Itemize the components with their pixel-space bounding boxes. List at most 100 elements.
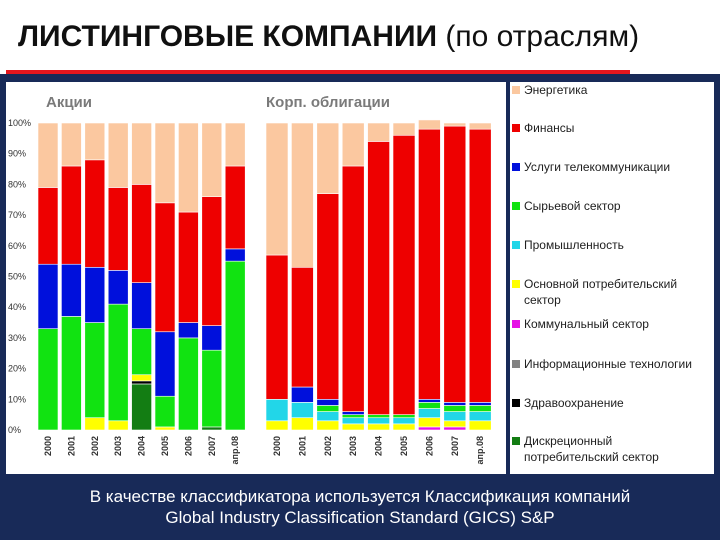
y-tick-label: 70% xyxy=(8,210,26,220)
bar-segment xyxy=(265,254,289,400)
y-tick-label: 60% xyxy=(8,241,26,251)
bar-segment xyxy=(316,411,340,422)
legend-swatch xyxy=(512,202,520,210)
bar-segment xyxy=(131,374,152,382)
bar-segment xyxy=(224,165,246,250)
x-tick-label: 2003 xyxy=(113,436,123,456)
x-tick-label: 2006 xyxy=(183,436,193,456)
bar-segment xyxy=(367,423,390,431)
bar-segment xyxy=(131,328,152,376)
bar-segment xyxy=(61,316,82,431)
bar-segment xyxy=(418,426,441,431)
legend-label: Основной потребительский сектор xyxy=(524,277,678,307)
x-tick-label: 2000 xyxy=(272,436,282,456)
bar-segment xyxy=(291,417,314,431)
bar-segment xyxy=(443,122,467,127)
bar-segment xyxy=(154,122,176,204)
x-tick-label: 2001 xyxy=(297,436,307,456)
x-tick-label: 2004 xyxy=(374,436,384,456)
bar-segment xyxy=(201,122,223,197)
bar-segment xyxy=(443,426,467,431)
bar-segment xyxy=(61,263,82,317)
y-tick-label: 80% xyxy=(8,179,26,189)
bar-segment xyxy=(291,402,314,419)
bar-segment xyxy=(61,165,82,265)
bar-segment xyxy=(443,411,467,422)
bar-segment xyxy=(178,211,199,323)
chart-panel-title: Корп. облигации xyxy=(266,94,390,111)
bar-segment xyxy=(418,417,441,428)
y-tick-label: 90% xyxy=(8,149,26,159)
bar-segment xyxy=(154,202,176,333)
bar-segment xyxy=(443,420,467,428)
y-tick-label: 0% xyxy=(8,425,21,435)
bar-segment xyxy=(178,122,199,213)
y-tick-label: 10% xyxy=(8,394,26,404)
bar-segment xyxy=(341,423,365,431)
x-tick-label: 2005 xyxy=(399,436,409,456)
bar-segment xyxy=(84,417,106,431)
bar-segment xyxy=(418,408,441,419)
chart-panel: 0% 10% 20% 30% 40% 50% 60% 70% 80% 90% 100% Акции 20… xyxy=(6,82,506,474)
bar-segment xyxy=(84,159,106,268)
bar-segment xyxy=(265,420,289,431)
slide-title: ЛИСТИНГОВЫЕ КОМПАНИИ (по отраслям) xyxy=(18,20,639,54)
x-tick-label: 2005 xyxy=(160,436,170,456)
x-tick-label: апр.08 xyxy=(475,436,485,464)
x-tick-label: 2003 xyxy=(348,436,358,456)
footnote: В качестве классификатора используется К… xyxy=(0,486,720,528)
bar-segment xyxy=(131,184,152,283)
bar-segment xyxy=(341,414,365,419)
bar-segment xyxy=(392,122,416,136)
y-tick-label: 100% xyxy=(8,118,31,128)
legend-swatch xyxy=(512,280,520,288)
bar-segment xyxy=(37,122,59,188)
bar-segment xyxy=(443,405,467,412)
legend-label: Коммунальный сектор xyxy=(524,317,649,331)
legend-label: Дискреционный потребительский сектор xyxy=(524,434,659,464)
bar-segment xyxy=(84,266,106,323)
bar-segment xyxy=(131,383,152,431)
bar-segment xyxy=(154,426,176,431)
legend-swatch xyxy=(512,399,520,407)
bar-segment xyxy=(341,411,365,415)
bar-segment xyxy=(316,122,340,194)
bar-segment xyxy=(367,414,390,419)
x-tick-label: 2006 xyxy=(424,436,434,456)
slide-title-bold: ЛИСТИНГОВЫЕ КОМПАНИИ xyxy=(18,20,438,53)
footnote-line-2: Global Industry Classification Standard … xyxy=(165,508,555,527)
bar-segment xyxy=(131,122,152,185)
x-tick-label: 2002 xyxy=(90,436,100,456)
legend-label: Сырьевой сектор xyxy=(524,199,621,213)
legend-label: Промышленность xyxy=(524,238,624,252)
legend-label: Энергетика xyxy=(524,83,588,97)
x-tick-label: апр.08 xyxy=(230,436,240,464)
x-tick-label: 2001 xyxy=(66,436,76,456)
bar-segment xyxy=(265,398,289,422)
bar-segment xyxy=(224,260,246,431)
bar-segment xyxy=(37,328,59,431)
title-bar: ЛИСТИНГОВЫЕ КОМПАНИИ (по отраслям) xyxy=(0,0,720,74)
bar-segment xyxy=(316,405,340,412)
legend-swatch xyxy=(512,320,520,328)
bar-segment xyxy=(107,270,129,305)
bar-segment xyxy=(84,122,106,161)
y-tick-label: 50% xyxy=(8,272,26,282)
bar-segment xyxy=(201,349,223,428)
bar-segment xyxy=(37,263,59,329)
bar-segment xyxy=(154,331,176,397)
bar-segment xyxy=(418,402,441,409)
bar-segment xyxy=(468,128,492,403)
x-tick-label: 2000 xyxy=(43,436,53,456)
bar-segment xyxy=(178,337,199,431)
stacked-bar-chart: 0% 10% 20% 30% 40% 50% 60% 70% 80% 90% 100% Акции 20… xyxy=(8,94,492,464)
bar-segment xyxy=(316,398,340,406)
bar-segment xyxy=(107,420,129,431)
legend-swatch xyxy=(512,163,520,171)
bar-segment xyxy=(107,187,129,271)
bar-segment xyxy=(154,395,176,428)
x-tick-label: 2007 xyxy=(450,436,460,456)
bar-segment xyxy=(201,196,223,326)
bar-segment xyxy=(341,417,365,425)
x-tick-label: 2007 xyxy=(207,436,217,456)
